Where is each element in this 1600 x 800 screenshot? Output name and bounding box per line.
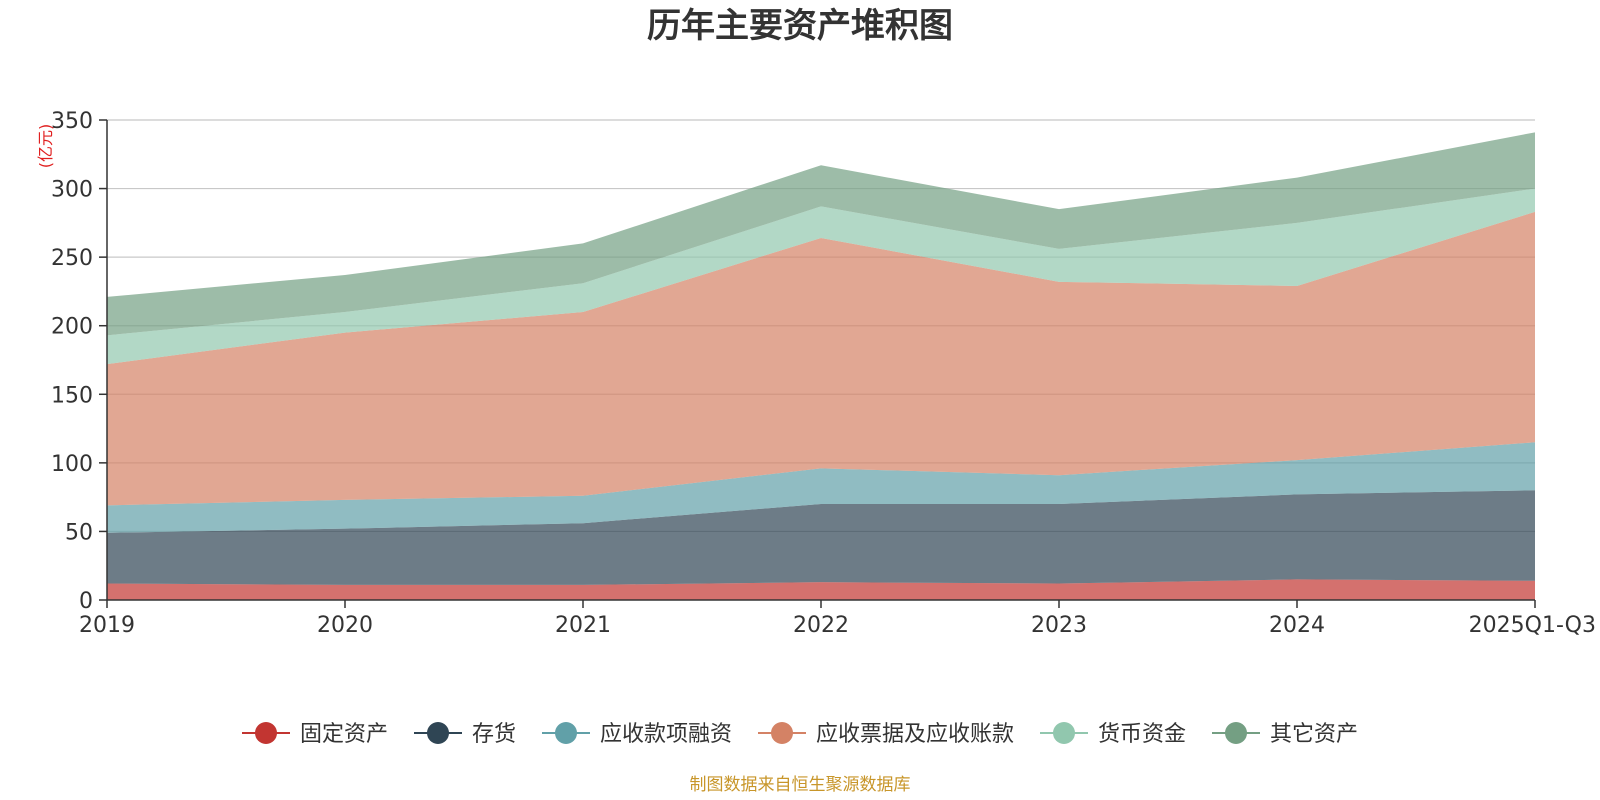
legend-label: 存货: [472, 722, 516, 747]
y-tick-label: 50: [65, 520, 93, 545]
legend-item-5[interactable]: 其它资产: [1212, 722, 1358, 747]
y-tick-label: 0: [79, 589, 93, 614]
y-tick-label: 300: [51, 178, 93, 203]
legend: 固定资产 存货 应收款项融资 应收票据及应收账款 货币资金 其它资产: [242, 722, 1358, 747]
area-series-1: [107, 490, 1535, 585]
legend-item-4[interactable]: 货币资金: [1040, 722, 1186, 747]
area-series-5: [107, 132, 1535, 336]
area-series-2: [107, 442, 1535, 533]
legend-marker: [255, 722, 277, 744]
legend-label: 其它资产: [1270, 722, 1358, 747]
x-tick-label: 2023: [1031, 613, 1087, 638]
y-axis-unit-label: (亿元): [36, 124, 55, 169]
legend-label: 固定资产: [300, 722, 388, 747]
area-series-0: [107, 579, 1535, 600]
x-tick-label: 2022: [793, 613, 849, 638]
legend-marker: [1225, 722, 1247, 744]
y-tick-label: 150: [51, 383, 93, 408]
x-tick-label: 2020: [317, 613, 373, 638]
chart-title: 历年主要资产堆积图: [647, 6, 953, 46]
x-tick-label: 2024: [1269, 613, 1325, 638]
y-tick-label: 250: [51, 246, 93, 271]
legend-item-3[interactable]: 应收票据及应收账款: [758, 722, 1014, 747]
area-series: [107, 132, 1535, 600]
x-tick-label: 2021: [555, 613, 611, 638]
x-tick-label: 2025Q1-Q3: [1469, 613, 1596, 638]
legend-label: 应收款项融资: [600, 722, 732, 747]
y-tick-label: 200: [51, 315, 93, 340]
legend-item-1[interactable]: 存货: [414, 722, 516, 747]
legend-marker: [555, 722, 577, 744]
legend-item-0[interactable]: 固定资产: [242, 722, 388, 747]
legend-marker: [1053, 722, 1075, 744]
y-tick-label: 100: [51, 452, 93, 477]
legend-label: 货币资金: [1098, 722, 1186, 747]
legend-label: 应收票据及应收账款: [816, 722, 1014, 747]
area-series-4: [107, 188, 1535, 365]
axes: 0 50 100 150 200 250 300 350 2019 2020 2021 2022 202…: [51, 109, 1596, 638]
legend-marker: [771, 722, 793, 744]
legend-marker: [427, 722, 449, 744]
y-tick-label: 350: [51, 109, 93, 134]
source-note: 制图数据来自恒生聚源数据库: [690, 775, 911, 795]
x-tick-label: 2019: [79, 613, 135, 638]
area-series-3: [107, 211, 1535, 506]
legend-item-2[interactable]: 应收款项融资: [542, 722, 732, 747]
